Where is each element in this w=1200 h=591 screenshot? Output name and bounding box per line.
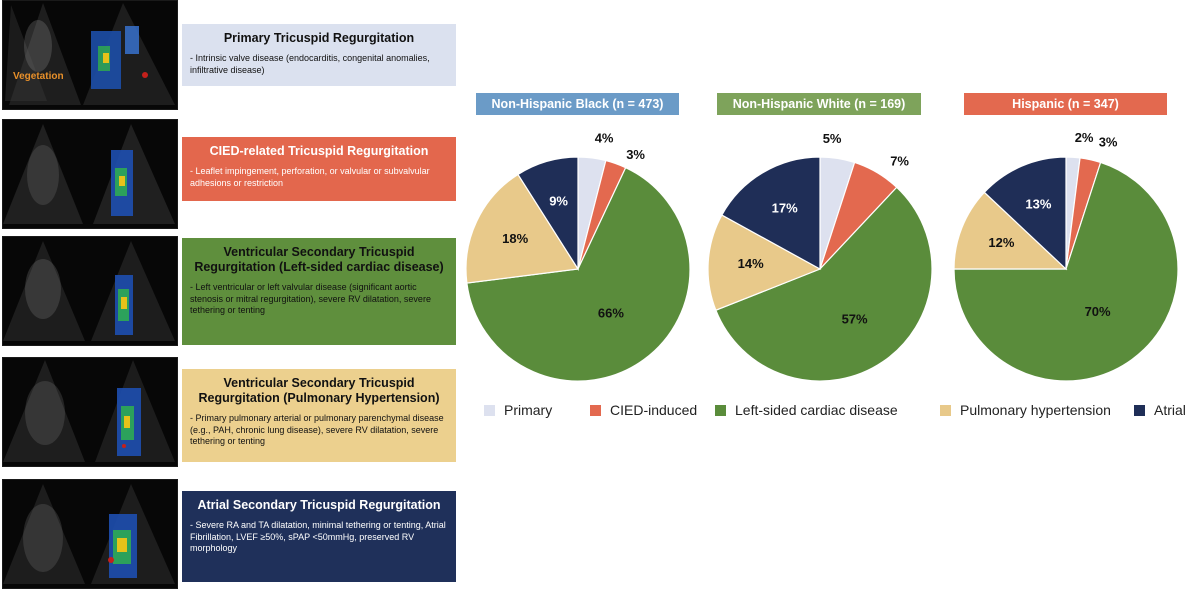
- echo-image-left-sided: [2, 236, 178, 346]
- card-title: CIED-related Tricuspid Regurgitation: [209, 144, 429, 158]
- legend-label: Atrial: [1154, 402, 1186, 418]
- vegetation-label: Vegetation: [13, 71, 64, 82]
- legend-item-left-sided: Left-sided cardiac disease: [715, 402, 898, 418]
- legend-label: Primary: [504, 402, 553, 418]
- pie-label-left-sided: 66%: [598, 306, 624, 321]
- pie-label-atrial: 9%: [549, 194, 568, 209]
- echo-image-primary: Vegetation: [2, 0, 178, 110]
- card-title: Atrial Secondary Tricuspid Regurgitation: [197, 498, 441, 512]
- legend-swatch: [940, 404, 951, 416]
- legend-item-pulmonary: Pulmonary hypertension: [940, 402, 1111, 418]
- card-left-sided-tr: Ventricular Secondary Tricuspid Regurgit…: [182, 238, 456, 345]
- legend-item-primary: Primary: [484, 402, 552, 418]
- echo-image-cied: [2, 119, 178, 229]
- card-description: - Primary pulmonary arterial or pulmonar…: [190, 413, 444, 446]
- pie-slice-left-sided: [953, 161, 1179, 382]
- legend-label: Pulmonary hypertension: [960, 402, 1111, 418]
- pie-slice-pulmonary: [707, 214, 822, 312]
- pie-label-primary: 5%: [823, 131, 842, 146]
- card-atrial-tr: Atrial Secondary Tricuspid Regurgitation…: [182, 491, 456, 582]
- chart-title-non-hispanic-black: Non-Hispanic Black (n = 473): [476, 93, 679, 115]
- pie-slice-left-sided: [466, 166, 691, 382]
- pie-label-primary: 2%: [1075, 130, 1094, 145]
- chart-title-hispanic: Hispanic (n = 347): [964, 93, 1167, 115]
- card-title: Ventricular Secondary Tricuspid Regurgit…: [198, 376, 440, 405]
- echo-graphic: [3, 360, 175, 462]
- pie-label-pulmonary: 18%: [502, 231, 528, 246]
- echo-image-pulmonary: [2, 357, 178, 467]
- legend-label: CIED-induced: [610, 402, 698, 418]
- pie-label-pulmonary: 14%: [738, 256, 764, 271]
- legend-swatch: [1134, 404, 1145, 416]
- echo-graphic: [3, 124, 175, 224]
- pie-label-pulmonary: 12%: [988, 235, 1014, 250]
- echo-graphic: [3, 241, 175, 341]
- pie-slice-atrial: [721, 156, 821, 271]
- pie-label-cied: 3%: [626, 147, 645, 162]
- pie-slice-pulmonary: [465, 173, 580, 284]
- pie-label-cied: 7%: [890, 154, 909, 169]
- card-description: - Left ventricular or left valvular dise…: [190, 282, 431, 315]
- echo-graphic: [5, 3, 175, 105]
- pie-label-left-sided: 57%: [842, 311, 868, 326]
- legend-item-cied: CIED-induced: [590, 402, 697, 418]
- card-description: - Intrinsic valve disease (endocarditis,…: [190, 53, 430, 75]
- echo-graphic: [3, 484, 175, 584]
- legend-swatch: [484, 404, 495, 416]
- legend-label: Left-sided cardiac disease: [735, 402, 898, 418]
- card-primary-tr: Primary Tricuspid Regurgitation - Intrin…: [182, 24, 456, 86]
- card-description: - Severe RA and TA dilatation, minimal t…: [190, 520, 446, 553]
- echo-image-atrial: [2, 479, 178, 589]
- chart-title-non-hispanic-white: Non-Hispanic White (n = 169): [717, 93, 921, 115]
- pie-label-primary: 4%: [595, 131, 614, 146]
- pie-label-cied: 3%: [1099, 135, 1118, 150]
- card-title: Ventricular Secondary Tricuspid Regurgit…: [194, 245, 444, 274]
- card-description: - Leaflet impingement, perforation, or v…: [190, 166, 430, 188]
- pie-slice-left-sided: [715, 186, 933, 382]
- legend-swatch: [715, 404, 726, 416]
- pie-label-left-sided: 70%: [1085, 304, 1111, 319]
- card-title: Primary Tricuspid Regurgitation: [223, 31, 415, 45]
- legend-item-atrial: Atrial: [1134, 402, 1186, 418]
- pie-label-atrial: 13%: [1025, 197, 1051, 212]
- pie-slice-atrial: [983, 156, 1067, 271]
- card-cied-tr: CIED-related Tricuspid Regurgitation - L…: [182, 137, 456, 201]
- card-pulmonary-tr: Ventricular Secondary Tricuspid Regurgit…: [182, 369, 456, 462]
- legend-swatch: [590, 404, 601, 416]
- pie-slice-atrial: [517, 156, 579, 272]
- pie-label-atrial: 17%: [772, 201, 798, 216]
- pie-slice-pulmonary: [953, 191, 1068, 270]
